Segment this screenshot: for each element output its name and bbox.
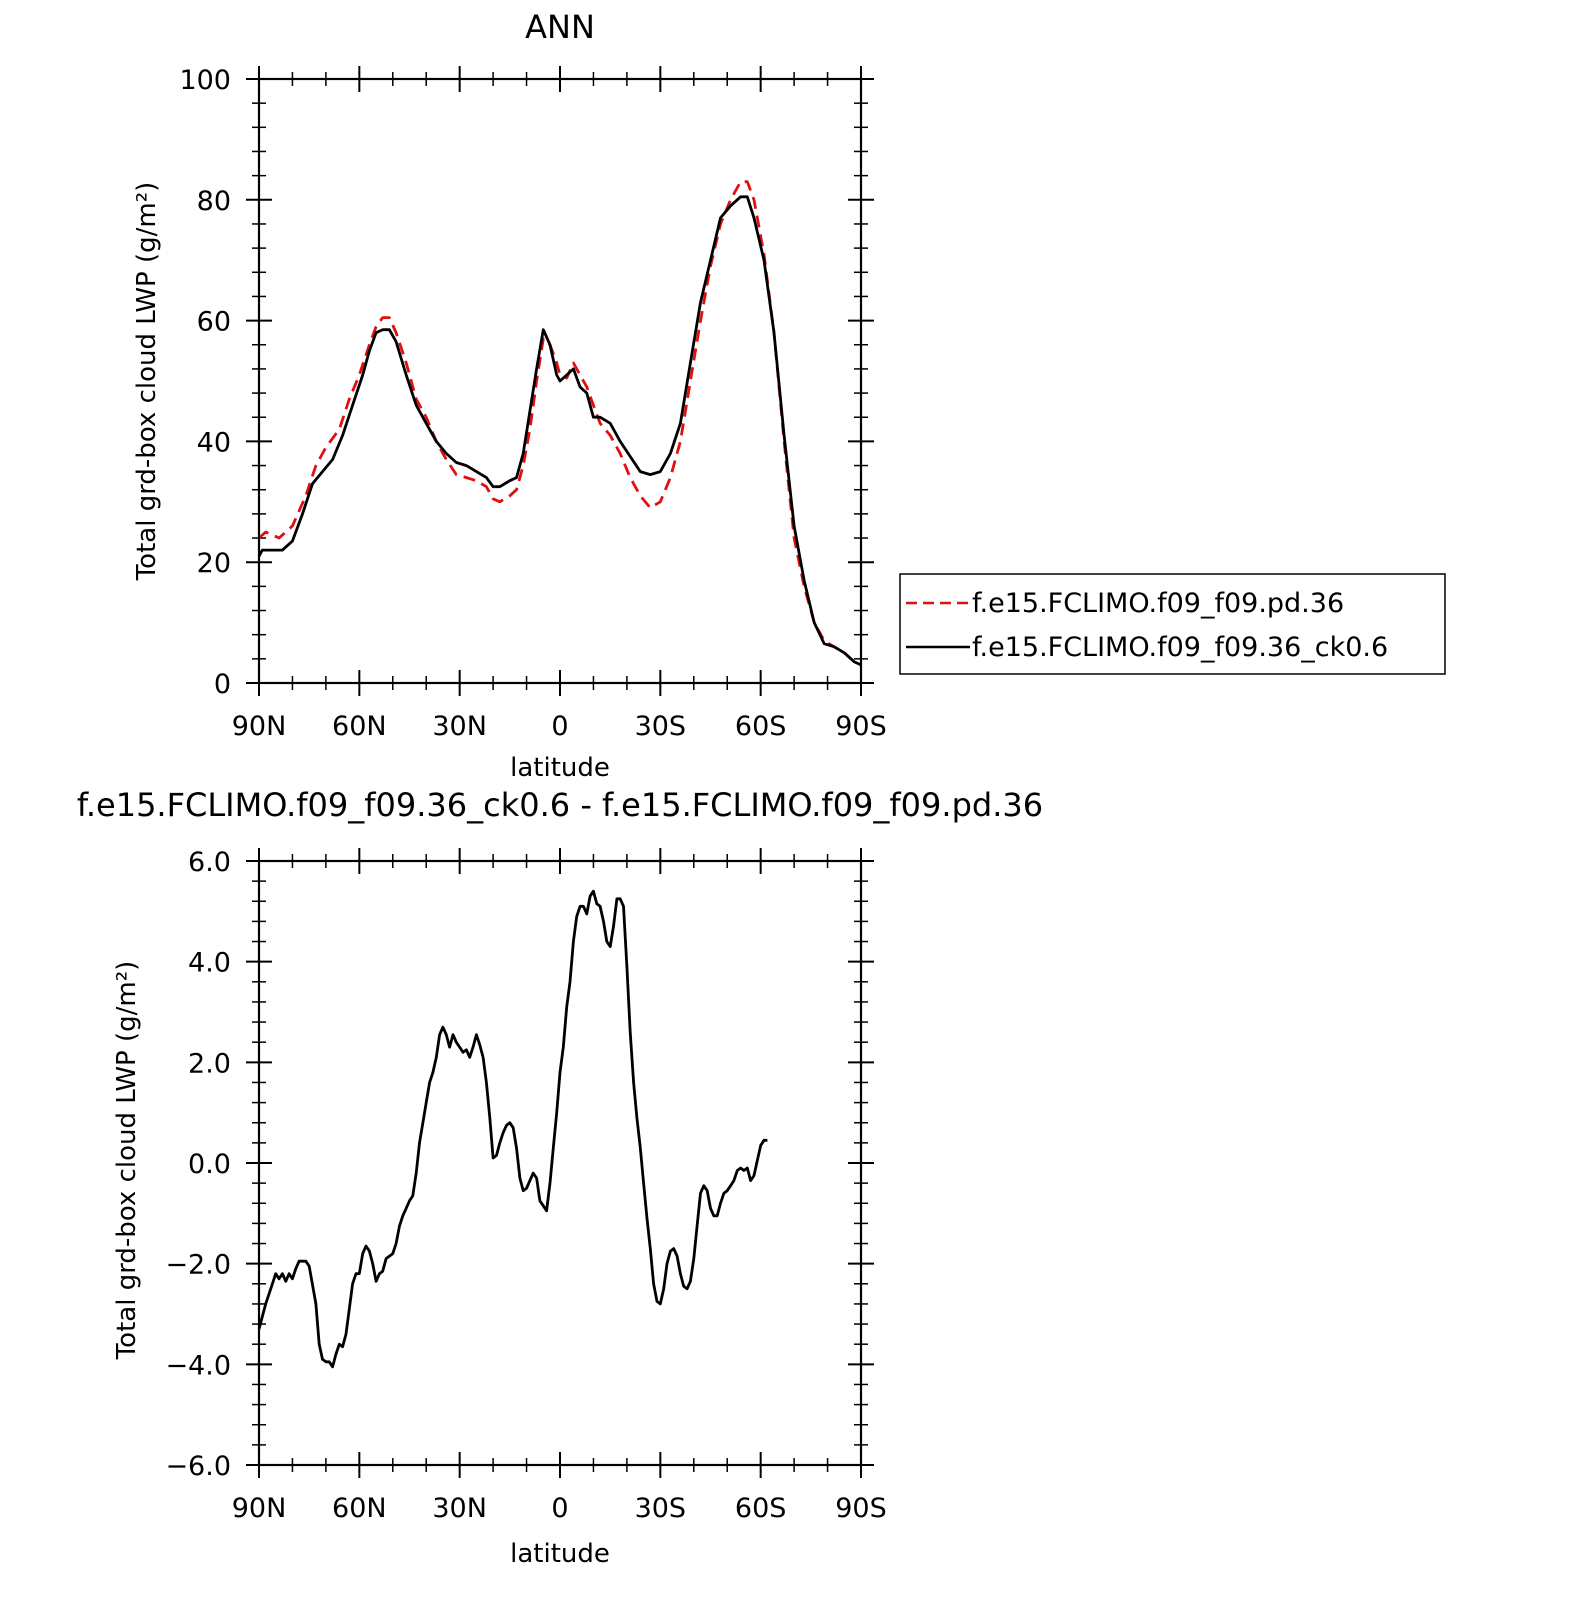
- x-tick-label: 90N: [232, 711, 287, 742]
- legend-label-ck06: f.e15.FCLIMO.f09_f09.36_ck0.6: [972, 632, 1388, 663]
- top-tick-labels: 90N 60N 30N 0 30S 60S 90S 0 20 40 60 80 100: [179, 65, 886, 742]
- top-y-axis-label: Total grd-box cloud LWP (g/m²): [132, 182, 162, 582]
- top-plot-frame: [257, 77, 863, 685]
- y-tick-label: 0: [214, 669, 231, 700]
- x-tick-label: 90S: [835, 711, 887, 742]
- bottom-x-axis-label: latitude: [510, 1539, 610, 1569]
- legend: f.e15.FCLIMO.f09_f09.pd.36 f.e15.FCLIMO.…: [899, 573, 1446, 675]
- y-tick-label: −4.0: [165, 1350, 231, 1381]
- x-tick-label: 0: [551, 711, 568, 742]
- bottom-series-group: [257, 889, 768, 1369]
- bottom-plot-frame: [257, 859, 863, 1467]
- series-line-0-1: [257, 195, 862, 667]
- x-tick-label: 60N: [332, 711, 387, 742]
- x-tick-label: 30S: [635, 1493, 687, 1524]
- top-panel: ANN Total grd-box cloud LWP (g/m²) latit…: [132, 8, 1446, 783]
- x-tick-label: 0: [551, 1493, 568, 1524]
- x-tick-label: 30S: [635, 711, 687, 742]
- x-tick-label: 30N: [432, 1493, 487, 1524]
- series-line-0-0: [258, 180, 862, 667]
- y-tick-label: 0.0: [188, 1149, 231, 1180]
- top-series-group: [257, 180, 862, 667]
- legend-label-pd36: f.e15.FCLIMO.f09_f09.pd.36: [972, 588, 1344, 619]
- y-tick-label: 20: [197, 548, 231, 579]
- y-tick-label: 80: [197, 186, 231, 217]
- y-tick-label: −6.0: [165, 1451, 231, 1482]
- x-tick-label: 60S: [735, 1493, 787, 1524]
- y-tick-label: 2.0: [188, 1048, 231, 1079]
- y-tick-label: 4.0: [188, 948, 231, 979]
- y-tick-label: −2.0: [165, 1250, 231, 1281]
- x-tick-label: 60N: [332, 1493, 387, 1524]
- y-tick-label: 60: [197, 307, 231, 338]
- bottom-axis-ticks: [246, 848, 874, 1478]
- y-tick-label: 40: [197, 427, 231, 458]
- series-line-1-0: [257, 889, 768, 1369]
- x-tick-label: 90S: [835, 1493, 887, 1524]
- y-tick-label: 6.0: [188, 847, 231, 878]
- y-tick-label: 100: [179, 65, 231, 96]
- bottom-chart-title: f.e15.FCLIMO.f09_f09.36_ck0.6 - f.e15.FC…: [77, 786, 1043, 824]
- x-tick-label: 30N: [432, 711, 487, 742]
- top-x-axis-label: latitude: [510, 753, 610, 783]
- top-chart-title: ANN: [525, 8, 595, 46]
- bottom-tick-labels: 90N 60N 30N 0 30S 60S 90S −6.0 −4.0 −2.0 0.0 2.0 4.0…: [165, 847, 886, 1524]
- x-tick-label: 60S: [735, 711, 787, 742]
- x-tick-label: 90N: [232, 1493, 287, 1524]
- legend-box: [899, 573, 1446, 675]
- bottom-y-axis-label: Total grd-box cloud LWP (g/m²): [112, 961, 142, 1361]
- bottom-panel: f.e15.FCLIMO.f09_f09.36_ck0.6 - f.e15.FC…: [77, 786, 1043, 1569]
